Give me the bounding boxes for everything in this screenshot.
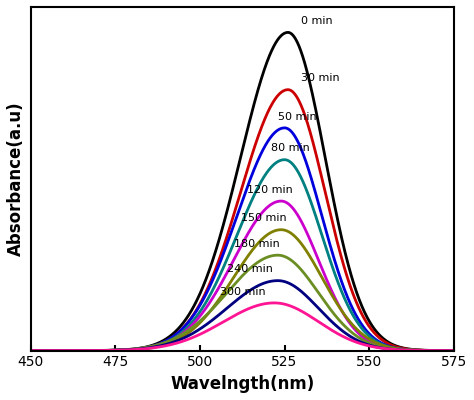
Text: 150 min: 150 min <box>240 213 286 223</box>
Text: 240 min: 240 min <box>227 264 273 274</box>
Text: 30 min: 30 min <box>301 73 340 83</box>
Y-axis label: Absorbance(a.u): Absorbance(a.u) <box>7 102 25 256</box>
Text: 180 min: 180 min <box>234 239 280 249</box>
Text: 300 min: 300 min <box>220 286 266 296</box>
Text: 0 min: 0 min <box>301 16 333 26</box>
Text: 80 min: 80 min <box>271 143 310 153</box>
Text: 50 min: 50 min <box>278 112 317 122</box>
X-axis label: Wavelngth(nm): Wavelngth(nm) <box>170 375 314 393</box>
Text: 120 min: 120 min <box>247 185 293 195</box>
